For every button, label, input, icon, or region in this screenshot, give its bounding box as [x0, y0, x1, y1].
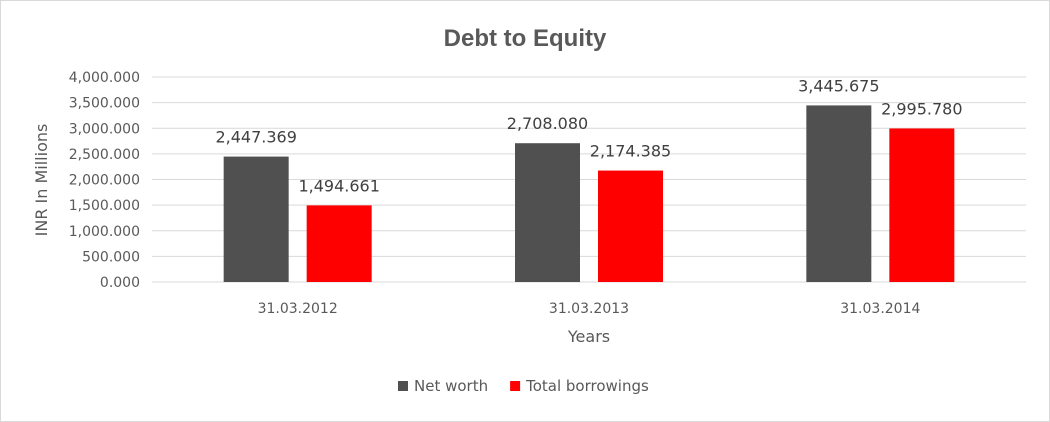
y-tick-label: 3,500.000 [69, 96, 140, 112]
data-label: 1,494.661 [298, 176, 379, 195]
y-tick-label: 500.000 [82, 249, 140, 265]
chart-title: Debt to Equity [444, 25, 607, 52]
legend-label: Total borrowings [525, 377, 649, 395]
bar [515, 143, 580, 282]
gridlines [152, 76, 1026, 283]
x-tick-label: 31.03.2014 [840, 301, 920, 317]
data-label: 3,445.675 [798, 76, 879, 95]
bar [889, 128, 955, 282]
y-tick-label: 1,000.000 [69, 224, 140, 240]
bar [806, 105, 872, 283]
legend-swatch [398, 381, 408, 391]
data-label: 2,708.080 [507, 114, 588, 133]
bars [223, 105, 955, 283]
y-tick-label: 2,500.000 [69, 147, 140, 163]
x-tick-label: 31.03.2013 [549, 301, 629, 317]
y-tick-label: 4,000.000 [69, 70, 140, 86]
y-axis-title: INR In Millions [32, 124, 51, 237]
y-tick-label: 3,000.000 [69, 121, 140, 137]
data-label: 2,174.385 [590, 142, 671, 161]
x-axis-title: Years [567, 327, 610, 346]
y-tick-label: 1,500.000 [69, 198, 140, 214]
legend: Net worth Total borrowings [398, 377, 649, 395]
y-axis-ticks: 0.000 500.000 1,000.000 1,500.000 2,000.000 2… [69, 70, 140, 291]
data-label: 2,995.780 [881, 99, 962, 118]
bar [223, 156, 289, 282]
y-tick-label: 2,000.000 [69, 173, 140, 189]
x-tick-label: 31.03.2012 [258, 301, 338, 317]
bar [598, 170, 663, 282]
y-tick-label: 0.000 [100, 275, 140, 291]
legend-swatch [510, 381, 521, 391]
x-axis-ticks: 31.03.2012 31.03.2013 31.03.2014 [258, 301, 921, 317]
data-label: 2,447.369 [215, 128, 296, 147]
legend-label: Net worth [414, 377, 488, 395]
bar [306, 205, 372, 282]
